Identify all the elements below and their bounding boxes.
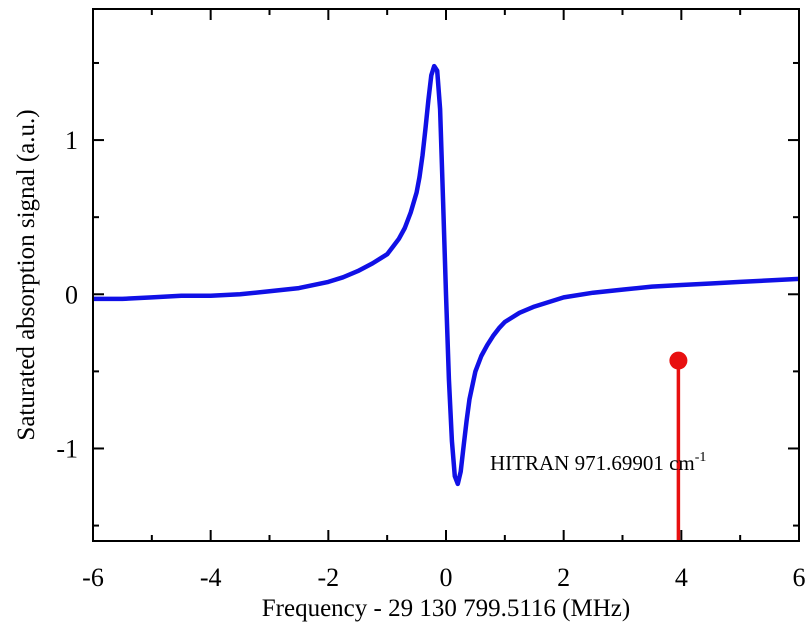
y-tick-labels: -1 0 1 (56, 126, 78, 463)
x-tick-label: 2 (557, 563, 570, 592)
x-axis-title: Frequency - 29 130 799.5116 (MHz) (262, 595, 630, 622)
hitran-annotation (669, 351, 688, 541)
x-tick-label: -6 (82, 563, 104, 592)
x-tick-labels: -6 -4 -2 0 2 4 6 (82, 563, 805, 592)
x-tick-label: -2 (317, 563, 339, 592)
x-tick-label: 6 (793, 563, 806, 592)
y-axis-title: Saturated absorption signal (a.u.) (13, 109, 40, 440)
y-tick-label: 0 (65, 280, 78, 309)
plot-frame (92, 8, 800, 542)
x-tick-label: -4 (200, 563, 222, 592)
y-tick-label: -1 (56, 434, 78, 463)
hitran-label-superscript: -1 (695, 450, 707, 465)
hitran-label: HITRAN 971.69901 cm-1 (490, 450, 706, 475)
x-tick-label: 4 (675, 563, 688, 592)
y-tick-label: 1 (65, 126, 78, 155)
hitran-label-text: HITRAN 971.69901 cm (490, 451, 695, 475)
hitran-marker-dot (669, 351, 688, 370)
series-line (93, 63, 799, 487)
x-tick-label: 0 (440, 563, 453, 592)
